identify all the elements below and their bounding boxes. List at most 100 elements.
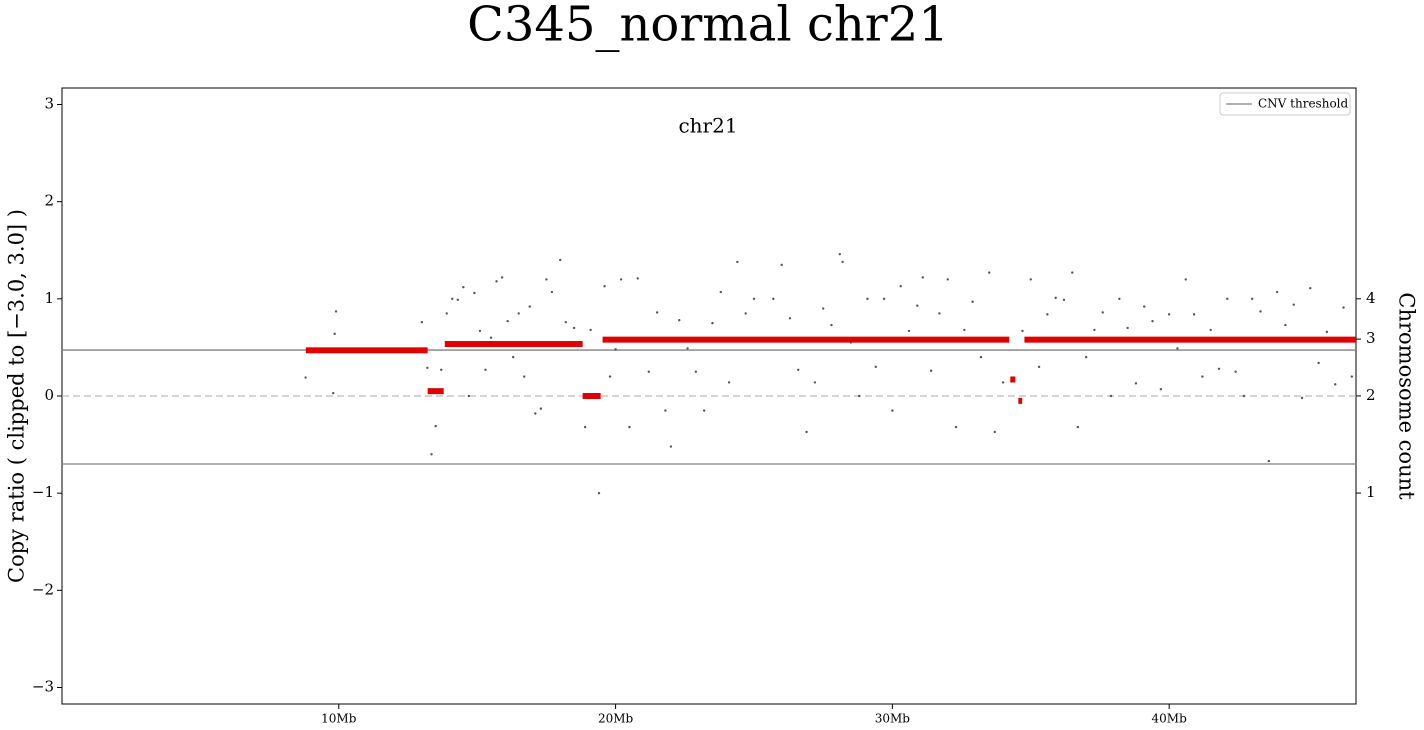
data-point [899, 285, 902, 288]
data-point [484, 368, 487, 371]
data-point [1076, 425, 1080, 429]
data-point [988, 271, 991, 274]
segment [1024, 336, 1356, 343]
data-point [1275, 290, 1279, 294]
data-point [1109, 394, 1113, 398]
data-point [1251, 297, 1254, 301]
data-point [891, 409, 894, 412]
data-point [511, 355, 515, 359]
data-point [830, 323, 833, 327]
data-point [495, 280, 498, 283]
data-point [456, 298, 460, 302]
data-point [440, 368, 443, 371]
data-point [1201, 375, 1204, 378]
data-point [583, 425, 587, 429]
data-point [1001, 381, 1005, 384]
data-point [451, 297, 454, 301]
y-tick-label: 0 [44, 386, 54, 404]
chart-subtitle: chr21 [678, 114, 737, 138]
data-point [1167, 313, 1171, 316]
data-point [744, 312, 747, 315]
chart-title: C345_normal chr21 [467, 0, 949, 53]
data-point [539, 407, 543, 410]
data-point [921, 276, 925, 279]
data-point [628, 425, 631, 429]
data-point [647, 370, 650, 373]
data-point [550, 290, 554, 294]
data-point [614, 348, 617, 351]
data-point [971, 300, 974, 303]
data-point [963, 328, 966, 332]
data-point [702, 409, 706, 412]
y-tick-label: 3 [44, 95, 54, 113]
data-point [462, 285, 465, 289]
data-point [857, 394, 861, 398]
y-axis-label: Copy ratio ( clipped to [−3.0, 3.0] ) [5, 209, 29, 583]
data-point [608, 375, 612, 378]
segment [1018, 397, 1023, 404]
data-point [636, 277, 639, 280]
data-point [1118, 297, 1121, 301]
y-tick-label: 1 [44, 289, 54, 307]
data-point [694, 370, 698, 373]
data-point [1037, 365, 1041, 369]
data-point [655, 311, 659, 314]
segment [1010, 376, 1016, 383]
data-point [1325, 330, 1329, 334]
data-point [559, 258, 562, 262]
data-point [545, 278, 548, 281]
data-point [993, 430, 996, 434]
data-point [780, 263, 783, 267]
y2-tick-label: 4 [1366, 289, 1376, 307]
data-point [304, 376, 307, 379]
data-point [1309, 286, 1312, 290]
data-point [907, 329, 911, 333]
segment [305, 347, 428, 354]
data-point [678, 319, 681, 322]
data-point [445, 312, 448, 315]
data-point [669, 445, 673, 448]
x-tick-label: 40Mb [1152, 712, 1188, 726]
data-point [916, 304, 919, 307]
data-point [805, 430, 808, 434]
data-point [1159, 387, 1163, 391]
data-point [603, 285, 606, 288]
data-point [813, 381, 817, 384]
data-point [1226, 297, 1229, 301]
data-point [736, 260, 739, 264]
data-point [1071, 271, 1074, 274]
data-point [430, 453, 433, 456]
data-point [1317, 361, 1320, 365]
data-point [772, 297, 775, 301]
data-point [874, 365, 877, 369]
data-point [528, 305, 531, 308]
data-point [572, 326, 576, 330]
data-point [1350, 375, 1354, 378]
data-point [727, 381, 731, 384]
data-point [1342, 306, 1345, 309]
data-point [564, 320, 567, 324]
x-tick-label: 30Mb [875, 712, 911, 726]
data-point [929, 369, 933, 372]
data-point [719, 290, 722, 294]
legend-box [1219, 92, 1351, 116]
data-point [1093, 328, 1096, 332]
data-point [489, 336, 493, 339]
data-point [1126, 326, 1129, 330]
data-point [866, 297, 869, 301]
data-point [517, 312, 520, 315]
y2-tick-label: 2 [1366, 386, 1376, 404]
data-point [1062, 298, 1066, 302]
data-point [1192, 313, 1196, 316]
y-tick-label: −1 [32, 483, 54, 501]
data-point [838, 252, 841, 256]
data-point [333, 332, 336, 336]
data-point [946, 278, 949, 281]
data-point [1101, 311, 1104, 314]
data-point [821, 307, 825, 310]
data-point [1134, 382, 1138, 385]
data-point [1284, 323, 1287, 327]
segment [602, 336, 1010, 343]
x-tick-label: 20Mb [598, 712, 634, 726]
data-point [1259, 310, 1262, 313]
